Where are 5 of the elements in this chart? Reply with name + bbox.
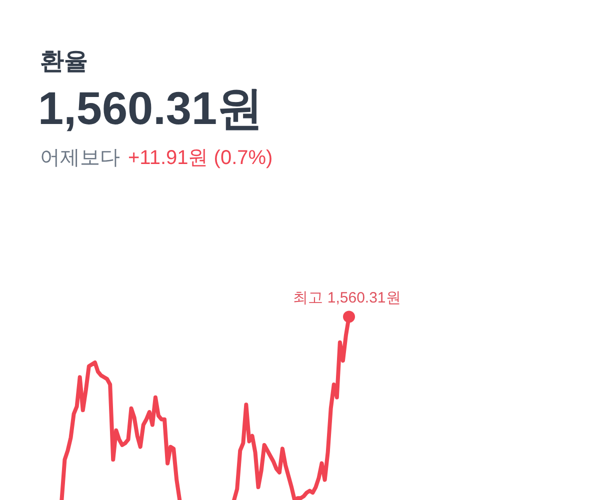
- text: +11.91원 (0.7%): [128, 147, 273, 169]
- chart-title: 환율: [40, 48, 88, 75]
- text: 최고 1,560.31원: [293, 290, 401, 307]
- text: 어제보다: [40, 147, 120, 169]
- chart-subtitle: 1,560.31원: [38, 82, 264, 134]
